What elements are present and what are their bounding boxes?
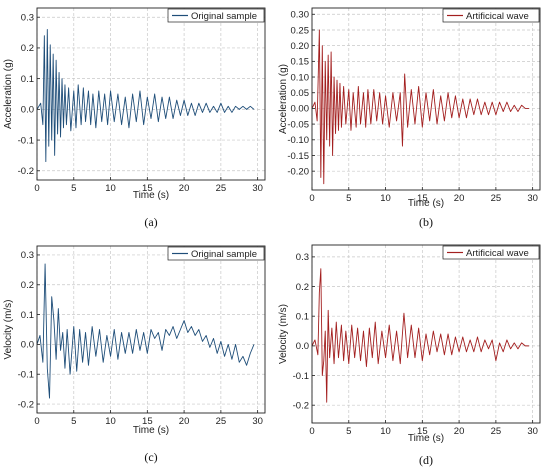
chart-b-x-tick-label: 30 bbox=[527, 193, 538, 204]
chart-a-legend-box bbox=[167, 8, 265, 23]
chart-c-plot-frame bbox=[36, 245, 266, 414]
chart-b-x-tick-label: 15 bbox=[417, 193, 428, 204]
chart-c-y-tick-label: -0.2 bbox=[18, 399, 34, 410]
chart-c-x-tick-label: 10 bbox=[105, 416, 116, 427]
chart-d-y-tick-label: 0.1 bbox=[296, 312, 309, 323]
chart-d-y-axis-title: Velocity (m/s) bbox=[278, 304, 289, 364]
chart-d-x-tick-label: 25 bbox=[491, 426, 502, 437]
chart-c-x-tick-label: 15 bbox=[142, 416, 153, 427]
chart-b-y-tick-label: 0.20 bbox=[291, 41, 310, 52]
chart-b-x-tick-label: 10 bbox=[380, 193, 391, 204]
chart-a-x-tick-label: 20 bbox=[179, 183, 190, 194]
chart-d-y-tick-label: 0.3 bbox=[296, 252, 309, 263]
chart-d-x-tick-label: 30 bbox=[527, 426, 538, 437]
chart-d-x-tick-label: 15 bbox=[417, 426, 428, 437]
chart-d-panel-label: (d) bbox=[419, 453, 433, 467]
chart-d-plot-frame bbox=[311, 244, 541, 424]
chart-b-panel-label: (b) bbox=[419, 215, 433, 229]
chart-d-legend-box bbox=[442, 245, 540, 260]
chart-c-y-tick-label: 0.0 bbox=[21, 340, 34, 351]
chart-c-series-line bbox=[36, 263, 255, 399]
chart-b: 0 5 10 15 20 25 30 -0.20 -0.15 -0.10 -0.05 0.00 0.05… bbox=[278, 7, 541, 229]
chart-a-x-tick-label: 15 bbox=[142, 183, 153, 194]
chart-a-panel-label: (a) bbox=[144, 215, 157, 229]
chart-b-legend-label: Artificical wave bbox=[466, 11, 529, 22]
chart-d-legend-label: Artificical wave bbox=[466, 248, 529, 259]
chart-b-y-tick-label: 0.10 bbox=[291, 72, 310, 83]
chart-a-x-tick-label: 10 bbox=[105, 183, 116, 194]
chart-c-legend-label: Original sample bbox=[191, 249, 257, 260]
chart-c-x-axis-title: Time (s) bbox=[133, 425, 169, 436]
chart-b-y-axis-title: Acceleration (g) bbox=[278, 64, 289, 134]
chart-c-x-tick-label: 30 bbox=[252, 416, 263, 427]
chart-a-y-tick-label: -0.1 bbox=[18, 135, 34, 146]
chart-d: 0 5 10 15 20 25 30 -0.2 -0.1 0.0 0.1 0.2 0.3 Time (s)… bbox=[278, 244, 541, 467]
chart-b-y-tick-label: 0.15 bbox=[291, 57, 310, 68]
chart-c-x-tick-label: 20 bbox=[179, 416, 190, 427]
chart-a-y-tick-label: -0.2 bbox=[18, 166, 34, 177]
chart-d-series-line bbox=[311, 268, 529, 403]
chart-d-y-tick-label: 0.2 bbox=[296, 282, 309, 293]
chart-b-legend-box bbox=[442, 8, 540, 23]
chart-b-y-tick-label: 0.25 bbox=[291, 25, 310, 36]
chart-b-plot-frame bbox=[311, 7, 541, 191]
chart-b-y-tick-label: -0.20 bbox=[287, 166, 309, 177]
chart-a-series-line bbox=[36, 29, 255, 163]
chart-d-y-tick-label: 0.0 bbox=[296, 341, 309, 352]
chart-d-y-tick-label: -0.1 bbox=[293, 371, 309, 382]
chart-c-y-axis-title: Velocity (m/s) bbox=[3, 299, 14, 359]
chart-b-y-tick-label: -0.15 bbox=[287, 151, 309, 162]
chart-c-x-tick-label: 25 bbox=[216, 416, 227, 427]
chart-b-x-tick-label: 0 bbox=[309, 193, 314, 204]
chart-b-x-tick-label: 5 bbox=[346, 193, 351, 204]
chart-b-y-tick-label: -0.10 bbox=[287, 135, 309, 146]
chart-b-x-tick-label: 25 bbox=[491, 193, 502, 204]
chart-a-legend-label: Original sample bbox=[191, 11, 257, 22]
chart-a-y-axis-title: Acceleration (g) bbox=[3, 59, 14, 129]
chart-a-x-tick-label: 0 bbox=[34, 183, 39, 194]
chart-b-y-tick-label: 0.30 bbox=[291, 10, 310, 21]
chart-d-x-tick-label: 5 bbox=[346, 426, 351, 437]
chart-d-y-tick-label: -0.2 bbox=[293, 401, 309, 412]
chart-b-y-tick-label: 0.00 bbox=[291, 104, 310, 115]
chart-d-x-axis-title: Time (s) bbox=[408, 433, 444, 444]
chart-a-y-tick-label: 0.0 bbox=[21, 105, 34, 116]
chart-a-x-tick-label: 25 bbox=[216, 183, 227, 194]
chart-c-y-tick-label: -0.1 bbox=[18, 370, 34, 381]
chart-a-x-tick-label: 5 bbox=[71, 183, 76, 194]
chart-c-legend-box bbox=[167, 246, 265, 261]
chart-b-series-line bbox=[311, 29, 529, 185]
chart-a-plot-frame bbox=[36, 7, 266, 181]
chart-a-y-tick-label: 0.1 bbox=[21, 74, 34, 85]
chart-c-x-tick-label: 0 bbox=[34, 416, 39, 427]
chart-c: 0 5 10 15 20 25 30 -0.2 -0.1 0.0 0.1 0.2 0.3 Time (s)… bbox=[3, 245, 266, 464]
chart-b-x-tick-label: 20 bbox=[454, 193, 465, 204]
chart-b-x-axis-title: Time (s) bbox=[408, 198, 444, 209]
chart-c-x-tick-label: 5 bbox=[71, 416, 76, 427]
chart-a-x-axis-title: Time (s) bbox=[133, 190, 169, 201]
chart-c-y-tick-label: 0.3 bbox=[21, 250, 34, 261]
chart-c-y-tick-label: 0.1 bbox=[21, 310, 34, 321]
chart-b-y-tick-label: 0.05 bbox=[291, 88, 310, 99]
chart-c-panel-label: (c) bbox=[144, 450, 157, 464]
chart-d-x-tick-label: 20 bbox=[454, 426, 465, 437]
chart-d-x-tick-label: 0 bbox=[309, 426, 314, 437]
chart-a-y-tick-label: 0.2 bbox=[21, 43, 34, 54]
chart-a: 0 5 10 15 20 25 30 -0.2 -0.1 0.0 0.1 0.2 0.3 Time (s)… bbox=[3, 7, 266, 229]
chart-b-y-tick-label: -0.05 bbox=[287, 119, 309, 130]
chart-d-x-tick-label: 10 bbox=[380, 426, 391, 437]
chart-c-y-tick-label: 0.2 bbox=[21, 280, 34, 291]
chart-a-y-tick-label: 0.3 bbox=[21, 13, 34, 24]
chart-a-x-tick-label: 30 bbox=[252, 183, 263, 194]
